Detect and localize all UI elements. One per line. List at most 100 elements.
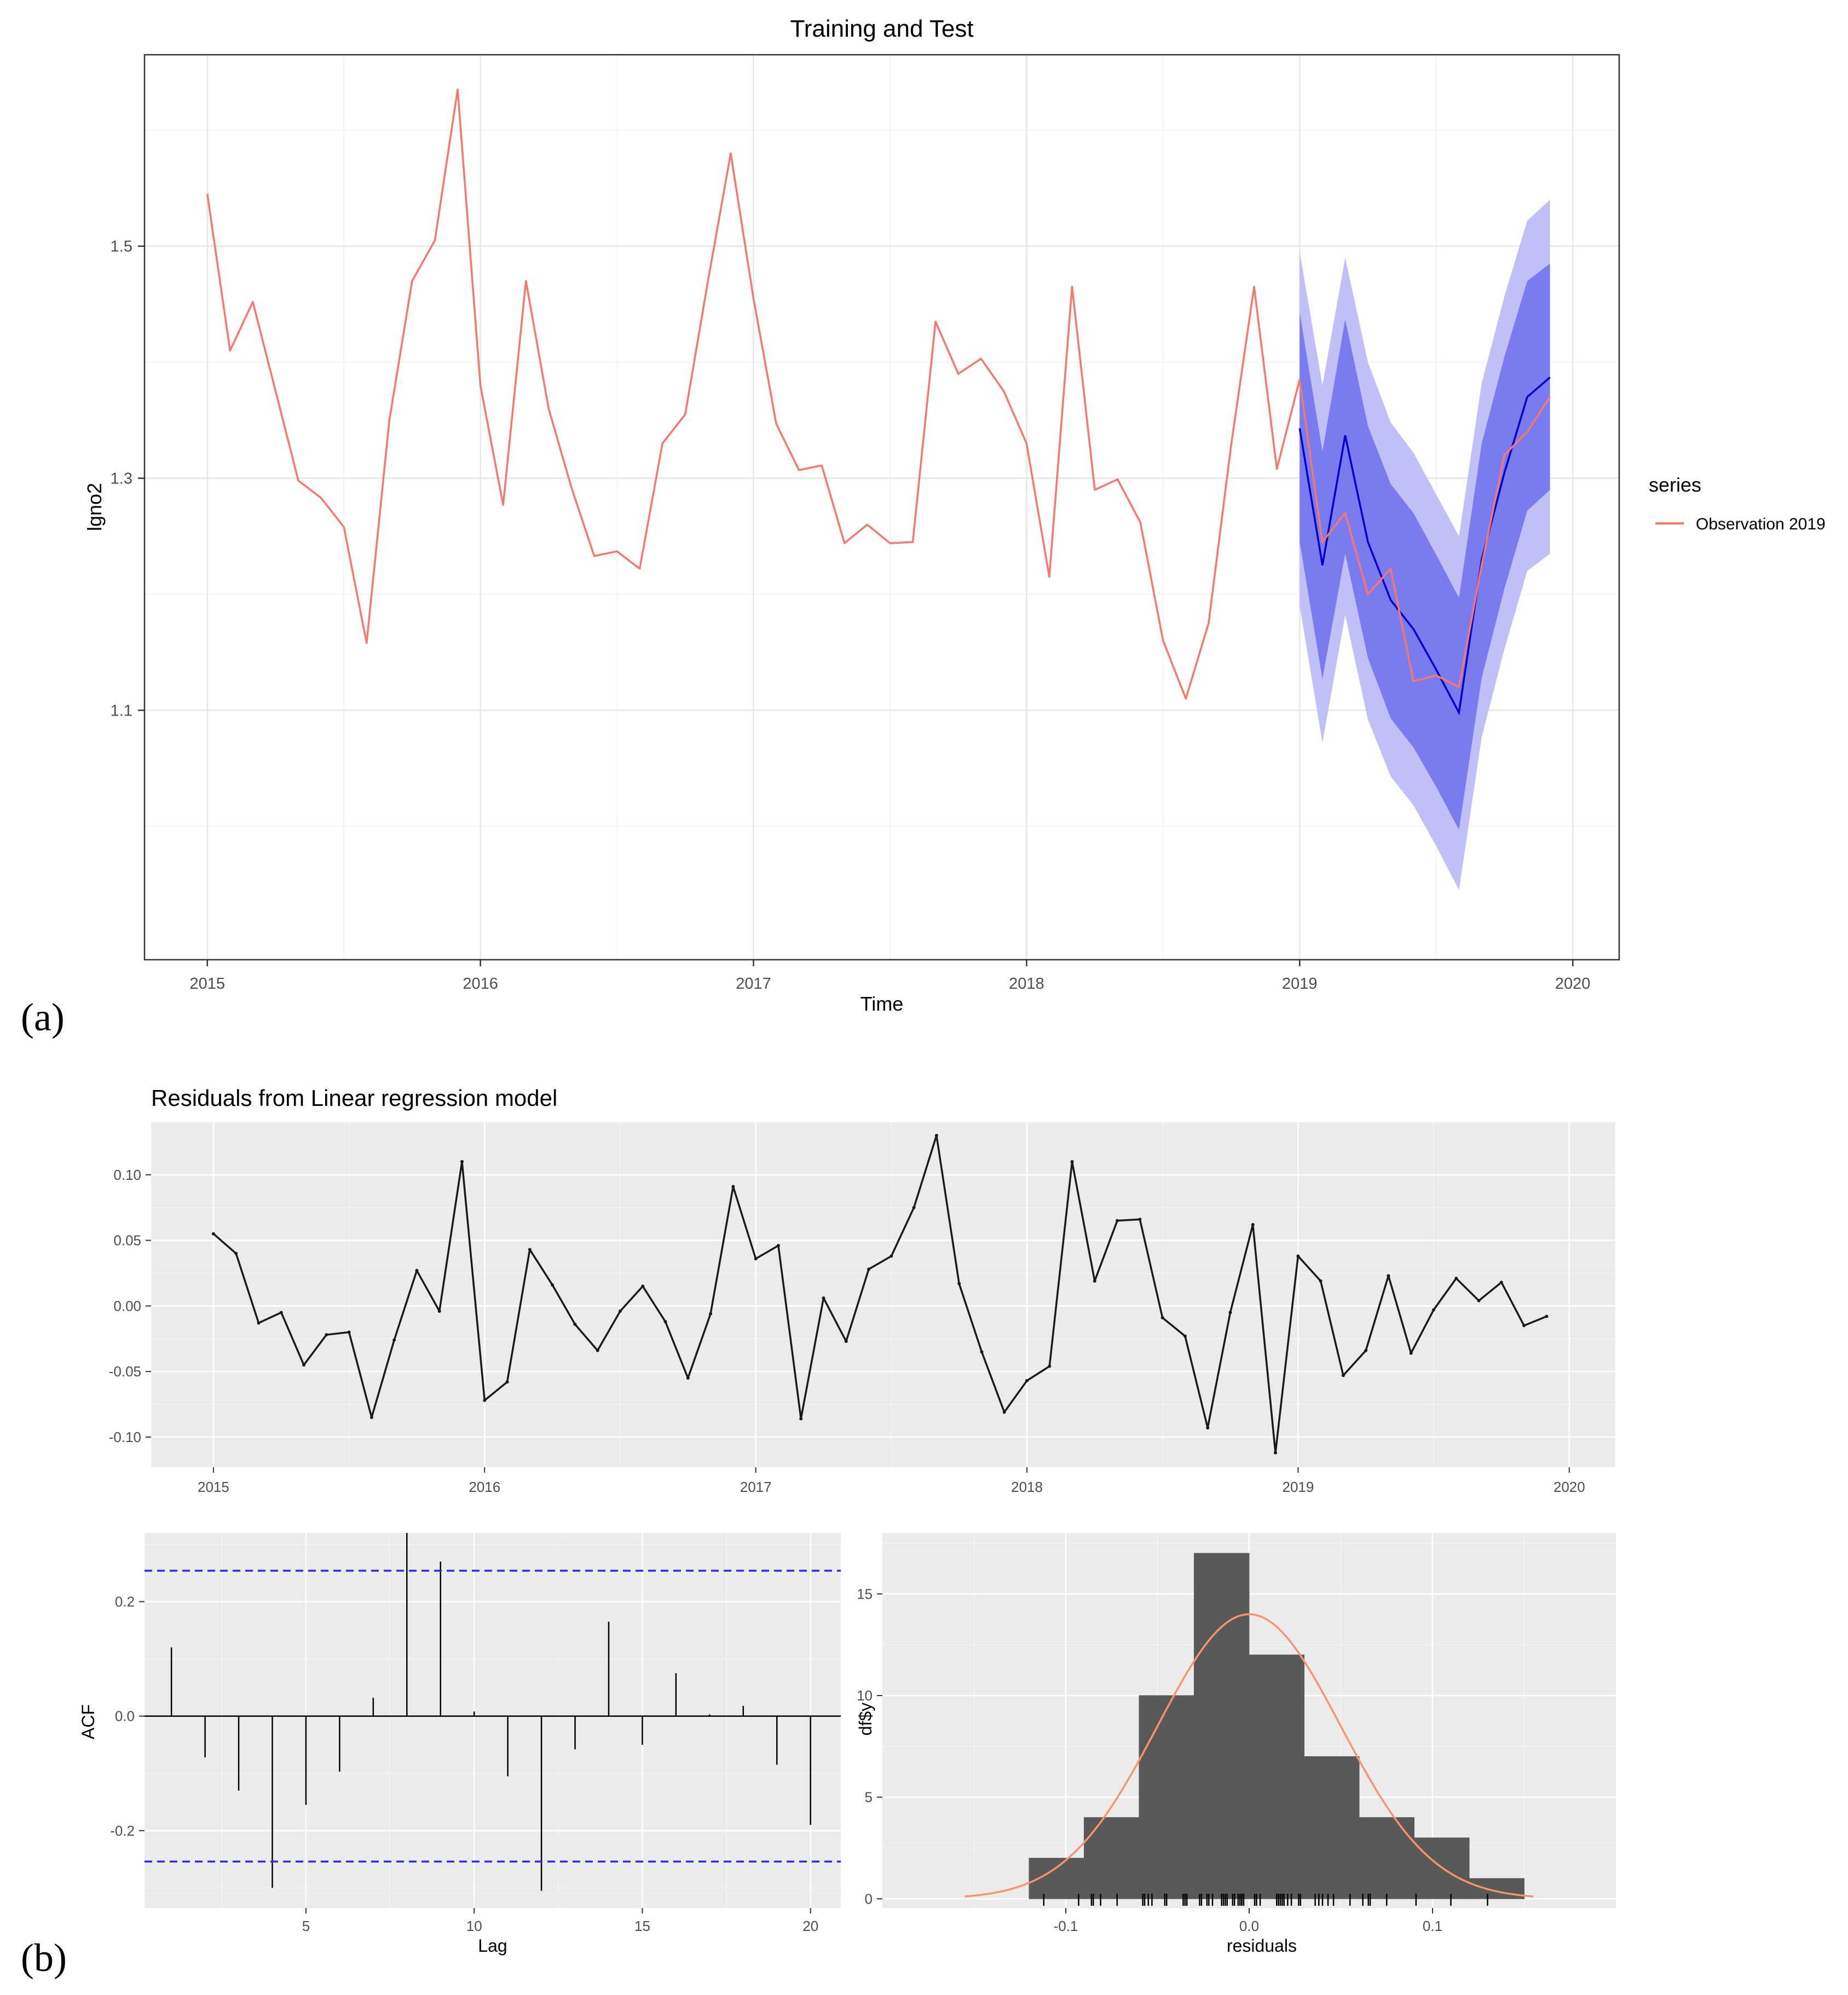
histogram-x-ticks: -0.1 0.0 0.1 — [1054, 1908, 1442, 1934]
legend-label-observation: Observation 2019 — [1696, 515, 1826, 533]
y-tick-label: 10 — [857, 1687, 873, 1704]
x-tick-label: 2017 — [736, 975, 771, 993]
x-tick-label: 2018 — [1009, 975, 1044, 993]
y-tick-label: -0.05 — [109, 1363, 141, 1380]
residual-point — [1477, 1299, 1481, 1302]
residual-point — [663, 1320, 667, 1324]
x-tick-label: 2019 — [1282, 975, 1318, 993]
residual-point — [234, 1252, 238, 1255]
residual-point — [1183, 1334, 1187, 1338]
histogram-bar-2 — [1139, 1695, 1194, 1899]
acf-y-ticks: -0.2 0.0 0.2 — [110, 1593, 145, 1839]
residual-point — [1138, 1218, 1142, 1221]
residual-point — [528, 1248, 532, 1252]
residual-point — [1228, 1311, 1232, 1314]
residual-point — [347, 1330, 351, 1334]
y-tick-label: 0.05 — [113, 1232, 141, 1249]
y-tick-label: -0.10 — [109, 1429, 141, 1445]
panel-label-b: (b) — [21, 1936, 67, 1980]
residual-point — [437, 1309, 441, 1313]
x-tick-label: 2018 — [1011, 1479, 1043, 1495]
residual-point — [302, 1363, 306, 1367]
y-tick-label: 0.0 — [115, 1708, 135, 1725]
acf-x-label: Lag — [478, 1936, 507, 1956]
chart-acf: 5 10 15 20 -0.2 0.0 0.2 Lag ACF — [78, 1533, 841, 1956]
residuals-panel-background — [151, 1122, 1615, 1467]
residual-point — [483, 1398, 487, 1402]
observation-series-line — [206, 88, 1551, 700]
residual-point — [890, 1254, 893, 1258]
residual-point — [369, 1415, 373, 1419]
residual-point — [1545, 1314, 1549, 1318]
residuals-gridlines — [151, 1122, 1615, 1467]
histogram-bar-4 — [1249, 1654, 1304, 1899]
acf-panel-background — [145, 1533, 841, 1908]
residuals-y-ticks: -0.10 -0.05 0.00 0.05 0.10 — [109, 1167, 151, 1445]
residual-point — [551, 1283, 555, 1287]
residual-point — [1093, 1279, 1096, 1283]
residual-point — [686, 1376, 690, 1380]
forecast-x-ticks: 2015 2016 2017 2018 2019 2020 — [189, 960, 1590, 993]
residual-point — [844, 1340, 848, 1344]
residual-point — [1364, 1348, 1368, 1352]
acf-y-label: ACF — [78, 1704, 98, 1739]
x-tick-label: 2016 — [463, 975, 498, 993]
residuals-title: Residuals from Linear regression model — [151, 1085, 557, 1111]
x-tick-label: 0.0 — [1239, 1918, 1259, 1934]
chart-histogram: -0.1 0.0 0.1 0 5 10 15 residuals df$y — [856, 1533, 1616, 1956]
residual-point — [1048, 1364, 1052, 1368]
residual-point — [460, 1160, 464, 1163]
residual-point — [257, 1321, 261, 1325]
residual-point — [1025, 1379, 1029, 1382]
forecast-title: Training and Test — [790, 15, 973, 42]
histogram-y-label: df$y — [856, 1703, 875, 1735]
x-tick-label: 0.1 — [1423, 1918, 1442, 1934]
residual-point — [392, 1338, 396, 1342]
x-tick-label: 2017 — [740, 1479, 772, 1495]
histogram-bar-3 — [1194, 1553, 1250, 1899]
observation-line — [206, 88, 1551, 700]
residual-point — [1341, 1374, 1345, 1377]
residual-point — [279, 1311, 283, 1314]
residual-point — [211, 1232, 215, 1236]
histogram-bar-6 — [1359, 1817, 1414, 1899]
x-tick-label: 2019 — [1282, 1479, 1314, 1495]
acf-bars — [145, 1533, 841, 1891]
residual-point — [1432, 1308, 1436, 1312]
residual-point — [1387, 1274, 1390, 1278]
residual-point — [1409, 1351, 1413, 1355]
residual-point — [1522, 1324, 1526, 1328]
y-tick-label: 0.2 — [115, 1593, 135, 1610]
residual-point — [776, 1244, 780, 1248]
residual-point — [325, 1333, 328, 1337]
residuals-x-ticks: 2015 2016 2017 2018 2019 2020 — [198, 1467, 1585, 1495]
residual-point — [754, 1257, 758, 1261]
x-tick-label: 5 — [302, 1918, 310, 1934]
forecast-gridlines — [145, 55, 1619, 960]
residual-point — [415, 1269, 419, 1272]
forecast-line — [1298, 376, 1551, 716]
legend-title: series — [1649, 474, 1701, 496]
histogram-bars — [1029, 1553, 1524, 1899]
residual-point — [1251, 1223, 1255, 1226]
residual-point — [709, 1312, 713, 1316]
forecast-panel-border — [143, 54, 1620, 961]
normal-density-curve — [965, 1613, 1534, 1898]
residual-point — [867, 1267, 871, 1271]
y-tick-label: 0.10 — [113, 1167, 141, 1183]
panel-label-a: (a) — [21, 995, 65, 1039]
x-tick-label: 2015 — [198, 1479, 229, 1495]
acf-x-ticks: 5 10 15 20 — [302, 1908, 818, 1934]
residual-point — [934, 1133, 938, 1137]
residual-point — [1296, 1254, 1300, 1258]
y-tick-label: 15 — [857, 1585, 873, 1602]
chart-forecast: Training and Test 2015 2016 2017 2018 2019 20… — [83, 15, 1826, 1015]
y-tick-label: 5 — [865, 1789, 873, 1806]
chart-residuals: Residuals from Linear regression model 2… — [109, 1085, 1615, 1495]
residual-point — [912, 1206, 916, 1209]
histogram-bar-1 — [1084, 1817, 1140, 1899]
residual-point — [641, 1284, 645, 1288]
residual-point — [1160, 1316, 1164, 1319]
y-tick-label: 0.00 — [113, 1298, 141, 1314]
